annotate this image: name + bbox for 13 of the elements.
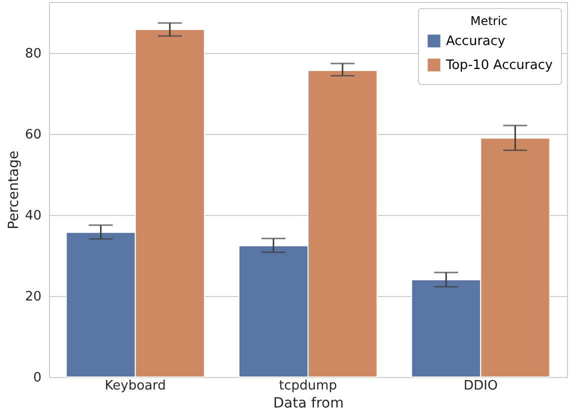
x-tick-label: tcpdump xyxy=(279,378,337,394)
legend-title: Metric xyxy=(470,14,508,28)
y-tick-label: 80 xyxy=(24,46,42,62)
y-tick-label: 0 xyxy=(33,370,42,386)
y-axis-title: Percentage xyxy=(6,150,22,230)
y-tick-label: 20 xyxy=(24,290,42,305)
legend-label: Accuracy xyxy=(446,34,506,49)
legend-label: Top-10 Accuracy xyxy=(445,58,553,73)
x-tick-label: Keyboard xyxy=(104,378,166,394)
y-tick-label: 40 xyxy=(24,208,42,224)
x-tick-label: DDIO xyxy=(464,378,498,394)
y-tick-label: 60 xyxy=(24,128,42,143)
x-axis-title: Data from xyxy=(273,396,344,412)
